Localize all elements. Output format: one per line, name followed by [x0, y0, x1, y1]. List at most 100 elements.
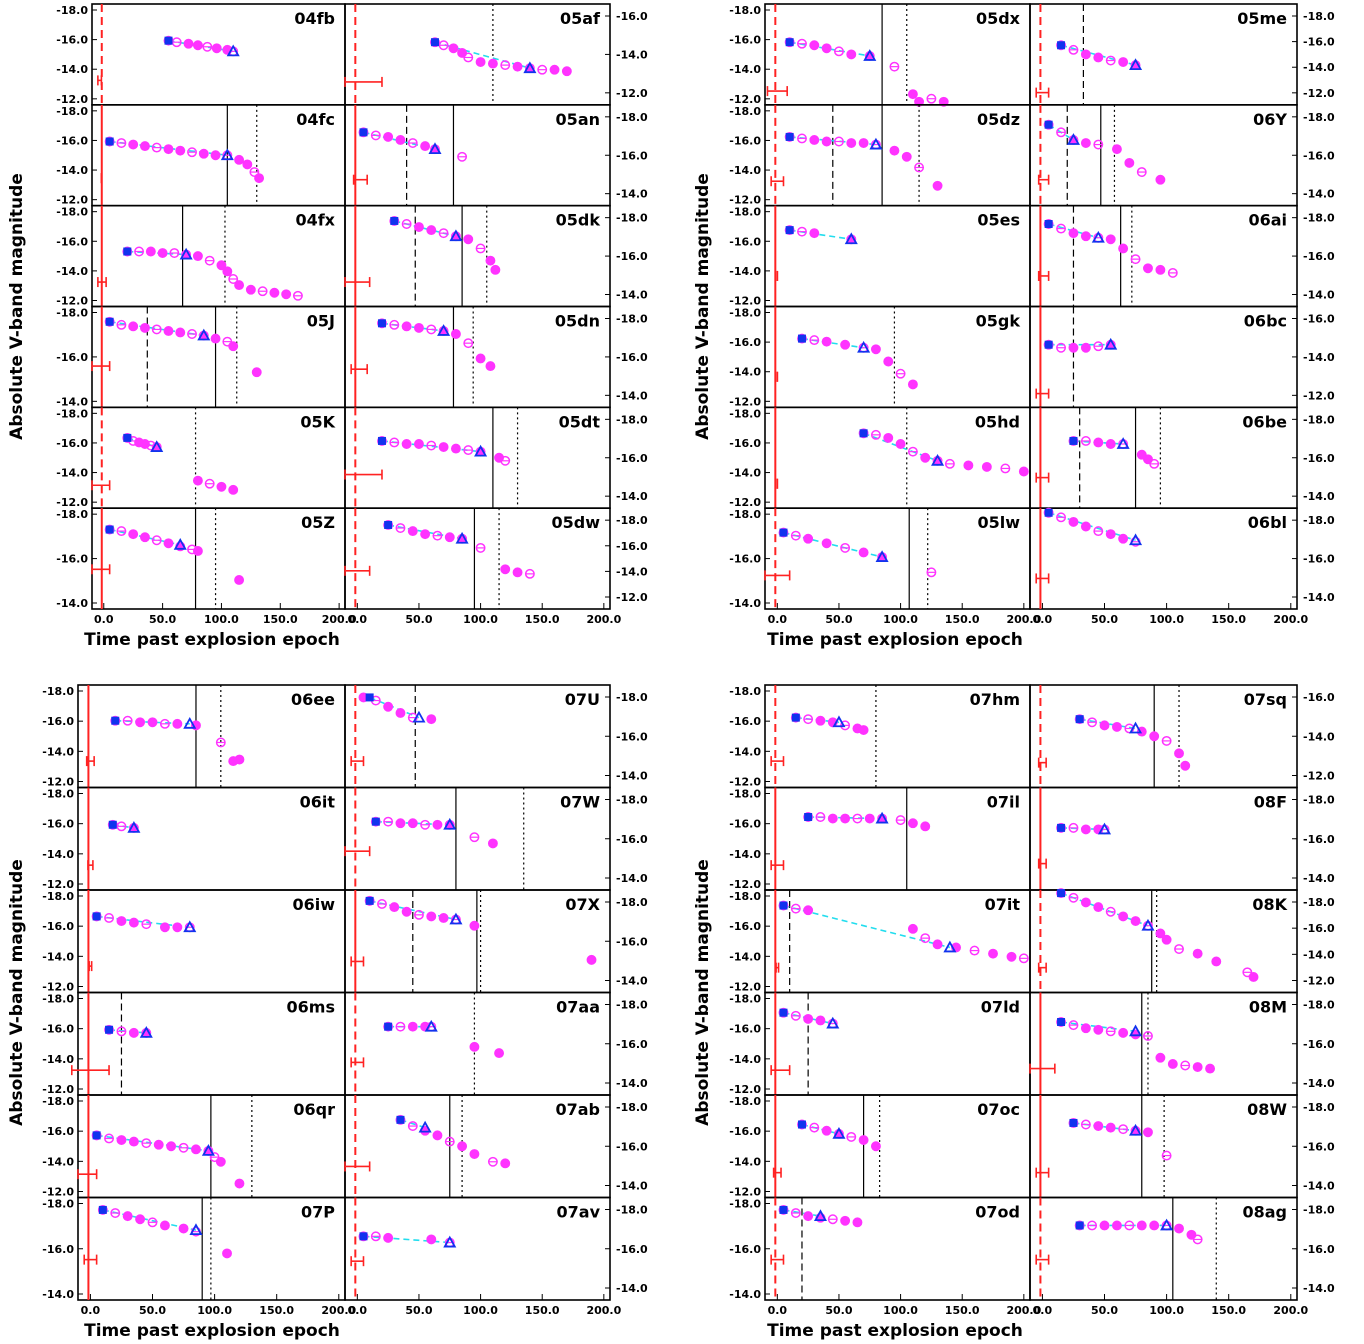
xtick-label: 0.0 — [348, 613, 368, 626]
data-point — [370, 1231, 381, 1242]
data-point — [140, 532, 150, 543]
ytick-label-right: -16.0 — [1303, 833, 1335, 846]
data-point — [104, 913, 114, 923]
ytick-label: -12.0 — [729, 295, 761, 308]
ytick-label: -16.0 — [729, 437, 761, 450]
plateau-start-marker — [164, 36, 173, 45]
data-point — [171, 37, 182, 48]
panel-05af: 05af -16.0 -14.0 -12.0 — [344, 3, 648, 106]
data-point — [932, 939, 943, 950]
xtick-label: 200.0 — [1006, 613, 1041, 626]
data-point — [395, 708, 406, 718]
data-point — [151, 324, 162, 335]
panel-name: 07U — [565, 690, 600, 709]
data-point — [1111, 1220, 1122, 1231]
ytick-label-right: -14.0 — [1303, 188, 1335, 201]
plateau-start-marker — [1075, 715, 1084, 724]
ytick-label: -18.0 — [42, 685, 74, 698]
data-point — [151, 142, 162, 153]
panel-07av: 07av -18.0 -16.0 -14.0 0.0 50.0 100.0 150.0 200.… — [344, 1196, 648, 1317]
ytick-label-right: -14.0 — [616, 1180, 648, 1193]
ytick-label-right: -18.0 — [616, 691, 648, 704]
xtick-label: 0.0 — [81, 1304, 101, 1317]
data-point — [883, 432, 894, 443]
ytick-label-right: -18.0 — [1303, 896, 1335, 909]
ytick-label-right: -18.0 — [1303, 514, 1335, 527]
data-point — [116, 319, 127, 330]
data-point — [254, 173, 265, 184]
ytick-label-right: -14.0 — [1303, 61, 1335, 74]
data-point — [1248, 972, 1259, 982]
panel-name: 06ms — [287, 998, 335, 1017]
xtick-label: 50.0 — [825, 613, 852, 626]
ytick-label-right: -16.0 — [616, 1243, 648, 1256]
plateau-start-marker — [779, 1008, 788, 1017]
ytick-label: -14.0 — [729, 467, 761, 480]
data-point — [151, 535, 162, 546]
data-point — [116, 138, 127, 148]
ytick-label: -18.0 — [729, 685, 761, 698]
data-point — [469, 1041, 480, 1052]
ytick-label: -16.0 — [729, 818, 761, 831]
data-point — [159, 1220, 170, 1231]
data-point — [797, 133, 807, 144]
panel-07aa: 07aa -18.0 -16.0 -14.0 — [344, 991, 648, 1096]
fit-line — [783, 1209, 821, 1217]
ytick-label: -12.0 — [729, 1186, 761, 1199]
xtick-label: 100.0 — [197, 1304, 232, 1317]
plateau-start-marker — [1044, 220, 1053, 228]
ytick-label-right: -16.0 — [616, 730, 648, 743]
data-point — [475, 243, 486, 254]
plateau-start-marker — [1075, 1221, 1084, 1230]
xtick-label: 150.0 — [1211, 1304, 1246, 1317]
plateau-end-marker — [813, 1209, 827, 1222]
panel-06be: 06be -18.0 -16.0 -14.0 — [1029, 406, 1335, 509]
plateau-start-marker — [859, 429, 868, 438]
ytick-label-right: -16.0 — [1303, 250, 1335, 263]
data-point — [269, 287, 280, 298]
data-point — [803, 1211, 814, 1222]
data-point — [870, 1141, 881, 1152]
data-point — [858, 138, 869, 148]
plateau-end-marker — [863, 49, 877, 61]
data-point — [172, 718, 183, 729]
panel-08M: 08M -18.0 -16.0 -14.0 — [1029, 991, 1335, 1096]
panel-07X: 07X -18.0 -16.0 -14.0 — [344, 889, 648, 994]
data-point — [944, 458, 955, 469]
ytick-label: -14.0 — [729, 1288, 761, 1301]
x-axis-title: Time past explosion epoch — [767, 630, 1023, 650]
data-point — [907, 818, 918, 829]
data-point — [234, 154, 245, 165]
data-point — [1056, 127, 1066, 138]
xtick-label: 150.0 — [259, 1304, 294, 1317]
xtick-label: 100.0 — [204, 613, 239, 626]
panel-name: 04fx — [295, 211, 335, 230]
plateau-start-marker — [384, 520, 393, 529]
data-point — [797, 226, 807, 237]
data-point — [432, 1130, 443, 1141]
data-point — [827, 1214, 838, 1225]
ytick-label: -16.0 — [42, 715, 74, 728]
data-point — [1155, 928, 1166, 939]
xtick-label: 200.0 — [586, 1304, 621, 1317]
panel-name: 08K — [1252, 895, 1287, 914]
data-point — [803, 533, 814, 544]
panel-05es: 05es -18.0 -16.0 -14.0 -12.0 — [729, 204, 1031, 308]
plateau-end-marker — [1116, 437, 1130, 449]
ytick-label-right: -18.0 — [1303, 1204, 1335, 1217]
data-point — [1018, 953, 1029, 964]
data-point — [852, 1217, 863, 1228]
data-point — [827, 813, 838, 824]
ytick-label: -12.0 — [729, 878, 761, 891]
data-point — [216, 481, 227, 492]
ytick-label-right: -14.0 — [616, 188, 648, 201]
plateau-start-marker — [430, 38, 439, 47]
data-point — [228, 341, 239, 352]
data-point — [1118, 1124, 1129, 1135]
ytick-label: -14.0 — [56, 164, 88, 177]
plateau-start-marker — [779, 901, 788, 910]
data-point — [1161, 735, 1172, 746]
ytick-label: -12.0 — [729, 496, 761, 509]
data-point — [907, 379, 918, 390]
ytick-label: -14.0 — [729, 950, 761, 963]
